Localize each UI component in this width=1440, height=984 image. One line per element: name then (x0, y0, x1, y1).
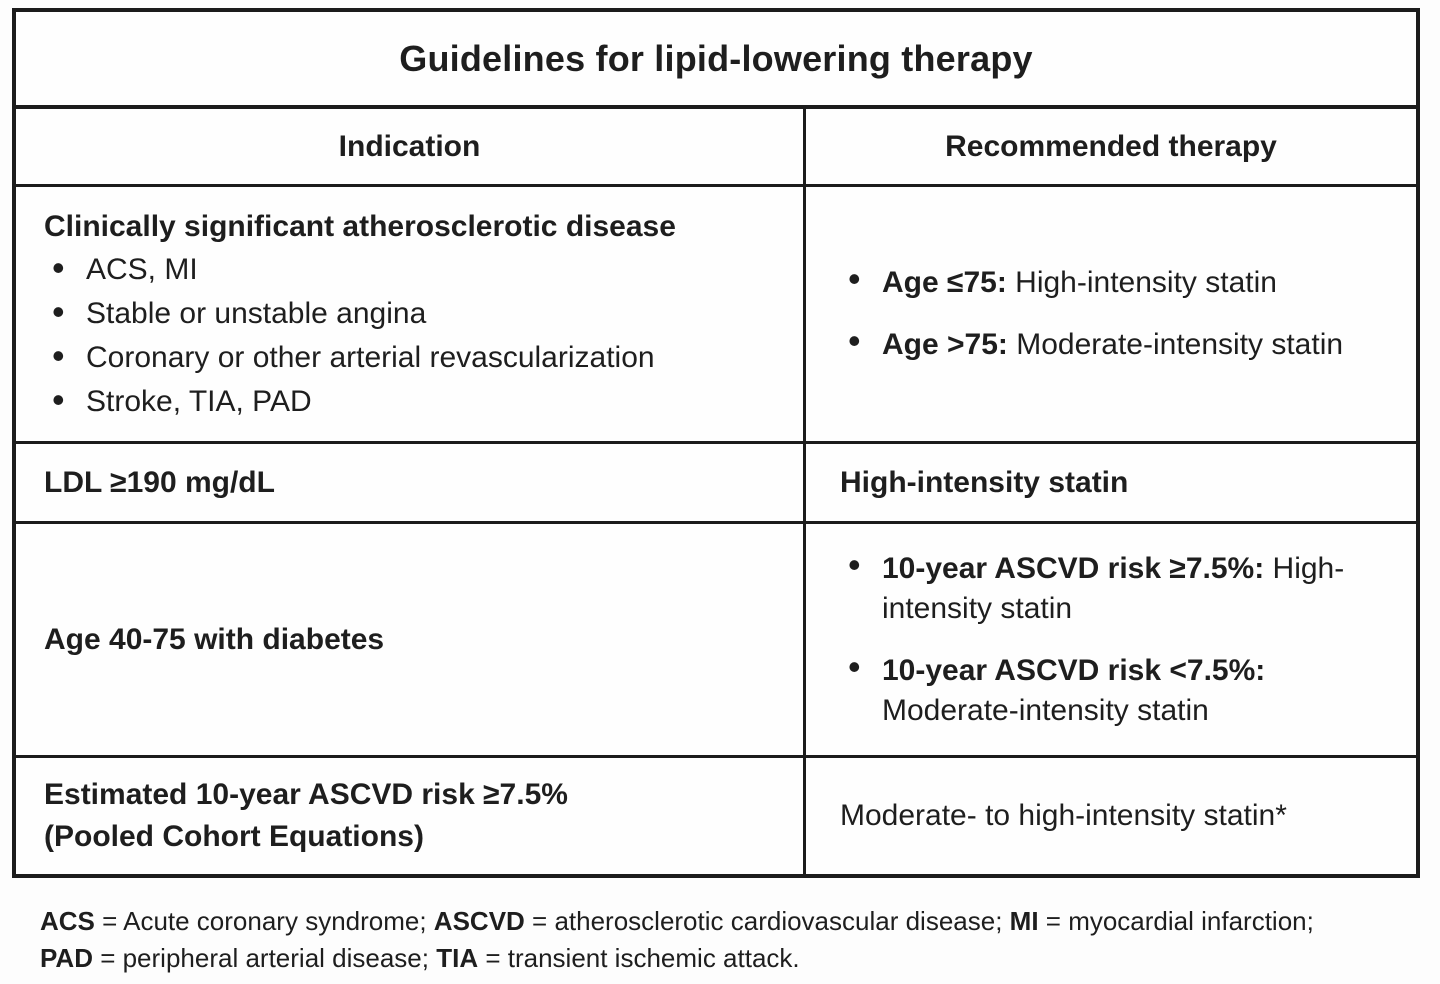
abbr-definition: = Acute coronary syndrome; (94, 906, 434, 936)
abbr-definition: = peripheral arterial disease; (92, 943, 437, 973)
indication-heading-line1: Estimated 10-year ASCVD risk ≥7.5% (44, 778, 568, 811)
indication-heading: LDL ≥190 mg/dL (44, 466, 275, 499)
therapy-cell-diabetes: 10-year ASCVD risk ≥7.5%: High-intensity… (806, 524, 1416, 755)
indication-heading-line2: (Pooled Cohort Equations) (44, 820, 424, 853)
therapy-value: High-intensity statin (1015, 266, 1277, 299)
therapy-cell-ldl: High-intensity statin (806, 444, 1416, 521)
therapy-cell-ascvd-risk: Moderate- to high-intensity statin* (806, 758, 1416, 874)
therapy-value: Moderate-intensity statin (882, 693, 1209, 727)
footnote-line-2: PAD = peripheral arterial disease; TIA =… (40, 940, 1410, 977)
table-header-row: Indication Recommended therapy (16, 109, 1416, 187)
indication-cell-ascvd-risk: Estimated 10-year ASCVD risk ≥7.5% (Pool… (16, 758, 806, 874)
footnote-line-1: ACS = Acute coronary syndrome; ASCVD = a… (40, 903, 1410, 940)
indication-cell-atherosclerotic: Clinically significant atherosclerotic d… (16, 187, 806, 441)
indication-heading: Age 40-75 with diabetes (44, 623, 385, 656)
table-title-row: Guidelines for lipid-lowering therapy (16, 12, 1416, 109)
bullet-item: Age >75: Moderate-intensity statin (840, 321, 1345, 365)
table-title: Guidelines for lipid-lowering therapy (399, 37, 1033, 79)
table-row-ldl: LDL ≥190 mg/dL High-intensity statin (16, 444, 1416, 524)
table-row-ascvd-risk: Estimated 10-year ASCVD risk ≥7.5% (Pool… (16, 758, 1416, 874)
therapy-value: Moderate-intensity statin (1016, 328, 1344, 361)
therapy-condition: 10-year ASCVD risk <7.5%: (882, 653, 1266, 687)
abbr-definition: = transient ischemic attack. (478, 943, 800, 973)
bullet-item: ACS, MI (44, 246, 793, 292)
therapy-bullet-list: 10-year ASCVD risk ≥7.5%: High-intensity… (840, 545, 1404, 731)
indication-cell-diabetes: Age 40-75 with diabetes (16, 524, 806, 755)
abbreviation-footnote: ACS = Acute coronary syndrome; ASCVD = a… (40, 903, 1410, 977)
bullet-item: Stable or unstable angina (44, 290, 793, 336)
therapy-condition: Age >75: (882, 328, 1017, 361)
guidelines-table: Guidelines for lipid-lowering therapy In… (12, 8, 1420, 878)
table-row-atherosclerotic-disease: Clinically significant atherosclerotic d… (16, 187, 1416, 444)
bullet-item: 10-year ASCVD risk <7.5%: Moderate-inten… (840, 647, 1345, 731)
abbr: ASCVD (433, 906, 525, 936)
bullet-item: 10-year ASCVD risk ≥7.5%: High-intensity… (840, 545, 1345, 629)
abbr-definition: = atherosclerotic cardiovascular disease… (524, 906, 1010, 936)
bullet-item: Age ≤75: High-intensity statin (840, 259, 1345, 303)
header-cell-indication: Indication (16, 109, 806, 184)
indication-heading: Clinically significant atherosclerotic d… (44, 210, 676, 243)
therapy-condition: 10-year ASCVD risk ≥7.5%: (882, 551, 1273, 585)
bullet-item: Stroke, TIA, PAD (44, 378, 793, 424)
table-row-diabetes: Age 40-75 with diabetes 10-year ASCVD ri… (16, 524, 1416, 758)
bullet-item: Coronary or other arterial revasculariza… (44, 334, 793, 380)
abbr: PAD (40, 943, 93, 973)
abbr: TIA (436, 943, 479, 973)
abbr: MI (1009, 906, 1039, 936)
therapy-value: High-intensity statin (840, 465, 1129, 499)
indication-cell-ldl: LDL ≥190 mg/dL (16, 444, 806, 521)
therapy-value: Moderate- to high-intensity statin* (840, 799, 1287, 832)
therapy-condition: Age ≤75: (882, 266, 1016, 299)
therapy-value: High-intensity statin (882, 551, 1345, 625)
column-header-therapy: Recommended therapy (945, 129, 1277, 163)
column-header-indication: Indication (338, 129, 481, 163)
abbr-definition: = myocardial infarction; (1038, 906, 1314, 936)
indication-bullet-list: ACS, MI Stable or unstable angina Corona… (44, 246, 793, 424)
therapy-bullet-list: Age ≤75: High-intensity statin Age >75: … (840, 259, 1404, 365)
abbr: ACS (40, 906, 95, 936)
header-cell-therapy: Recommended therapy (806, 109, 1416, 184)
therapy-cell-atherosclerotic: Age ≤75: High-intensity statin Age >75: … (806, 187, 1416, 441)
